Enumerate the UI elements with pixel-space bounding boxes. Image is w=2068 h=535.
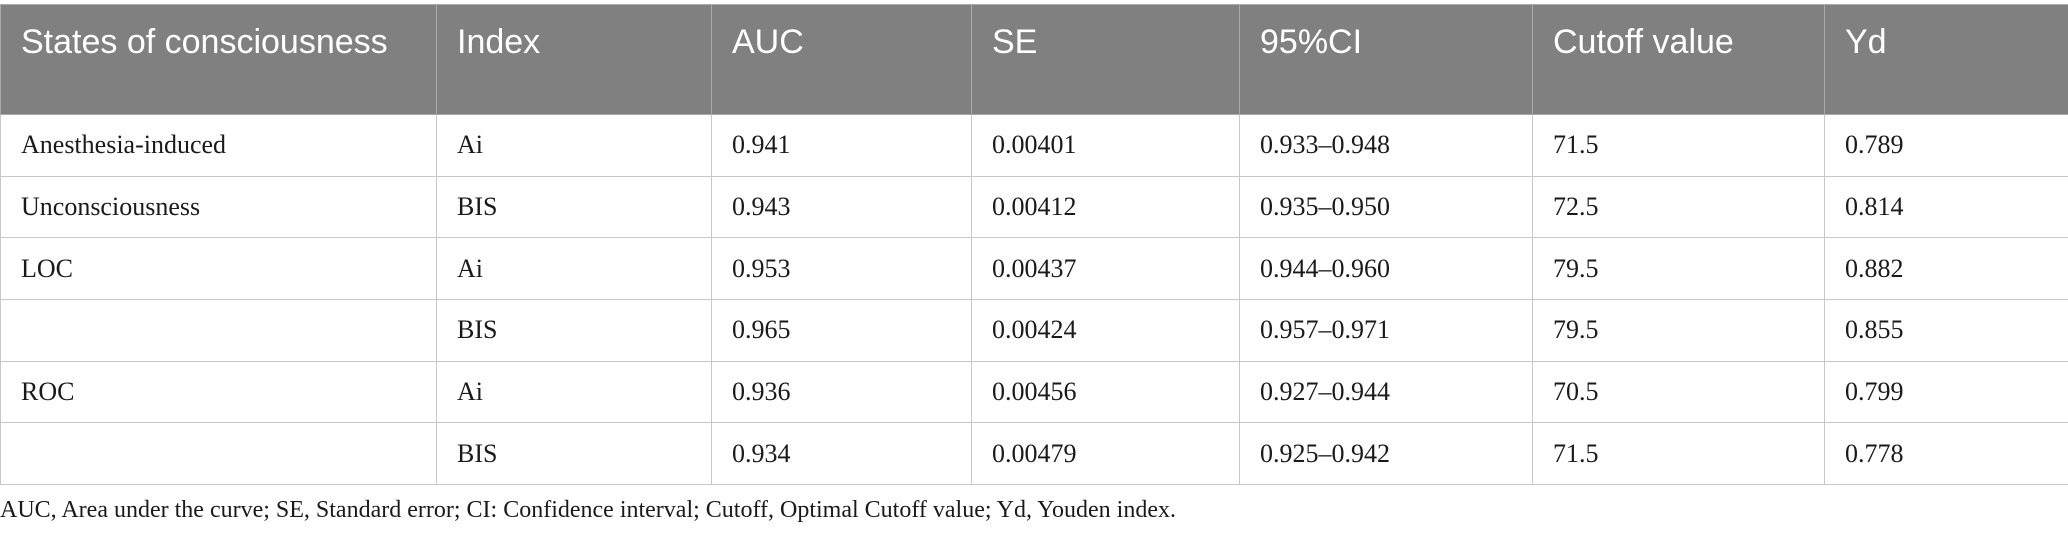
results-table-container: States of consciousness Index AUC SE 95%… [0, 4, 2068, 486]
cell-yd: 0.814 [1824, 175, 2068, 239]
header-auc: AUC [711, 4, 972, 115]
cell-yd: 0.855 [1824, 299, 2068, 362]
cell-state [0, 299, 437, 362]
cell-yd: 0.789 [1824, 114, 2068, 177]
header-index: Index [436, 4, 712, 115]
header-cutoff-value: Cutoff value [1532, 4, 1825, 115]
cell-auc: 0.936 [711, 360, 972, 424]
cell-cutoff: 79.5 [1532, 237, 1825, 301]
cell-yd: 0.799 [1824, 360, 2068, 424]
cell-ci: 0.925–0.942 [1239, 422, 1533, 486]
cell-yd: 0.882 [1824, 237, 2068, 301]
cell-auc: 0.934 [711, 422, 972, 486]
cell-ci: 0.933–0.948 [1239, 114, 1533, 177]
table-body: Anesthesia-induced Ai 0.941 0.00401 0.93… [0, 114, 2068, 486]
cell-se: 0.00479 [971, 422, 1240, 486]
header-yd: Yd [1824, 4, 2068, 115]
cell-auc: 0.965 [711, 299, 972, 362]
table-row: BIS 0.965 0.00424 0.957–0.971 79.5 0.855 [0, 299, 2068, 362]
cell-index: BIS [436, 422, 712, 486]
cell-cutoff: 71.5 [1532, 114, 1825, 177]
cell-se: 0.00456 [971, 360, 1240, 424]
cell-index: Ai [436, 114, 712, 177]
header-states-of-consciousness: States of consciousness [0, 4, 437, 115]
cell-state: ROC [0, 360, 437, 424]
table-row: BIS 0.934 0.00479 0.925–0.942 71.5 0.778 [0, 422, 2068, 486]
table-row: Anesthesia-induced Ai 0.941 0.00401 0.93… [0, 114, 2068, 177]
header-row: States of consciousness Index AUC SE 95%… [0, 4, 2068, 115]
cell-auc: 0.943 [711, 175, 972, 239]
cell-se: 0.00424 [971, 299, 1240, 362]
table-row: Unconsciousness BIS 0.943 0.00412 0.935–… [0, 175, 2068, 239]
cell-se: 0.00437 [971, 237, 1240, 301]
table-row: ROC Ai 0.936 0.00456 0.927–0.944 70.5 0.… [0, 360, 2068, 424]
roc-results-table: States of consciousness Index AUC SE 95%… [0, 4, 2068, 486]
cell-state [0, 422, 437, 486]
cell-index: BIS [436, 175, 712, 239]
cell-se: 0.00412 [971, 175, 1240, 239]
cell-se: 0.00401 [971, 114, 1240, 177]
cell-index: Ai [436, 237, 712, 301]
cell-state: LOC [0, 237, 437, 301]
header-ci: 95%CI [1239, 4, 1533, 115]
header-se: SE [971, 4, 1240, 115]
table-header: States of consciousness Index AUC SE 95%… [0, 4, 2068, 115]
cell-cutoff: 79.5 [1532, 299, 1825, 362]
cell-index: Ai [436, 360, 712, 424]
cell-cutoff: 70.5 [1532, 360, 1825, 424]
cell-cutoff: 72.5 [1532, 175, 1825, 239]
cell-cutoff: 71.5 [1532, 422, 1825, 486]
cell-ci: 0.935–0.950 [1239, 175, 1533, 239]
cell-ci: 0.957–0.971 [1239, 299, 1533, 362]
cell-yd: 0.778 [1824, 422, 2068, 486]
cell-auc: 0.941 [711, 114, 972, 177]
cell-index: BIS [436, 299, 712, 362]
cell-auc: 0.953 [711, 237, 972, 301]
cell-ci: 0.944–0.960 [1239, 237, 1533, 301]
cell-ci: 0.927–0.944 [1239, 360, 1533, 424]
table-footnote: AUC, Area under the curve; SE, Standard … [0, 497, 1176, 523]
table-row: LOC Ai 0.953 0.00437 0.944–0.960 79.5 0.… [0, 237, 2068, 301]
cell-state: Unconsciousness [0, 175, 437, 239]
cell-state: Anesthesia-induced [0, 114, 437, 177]
